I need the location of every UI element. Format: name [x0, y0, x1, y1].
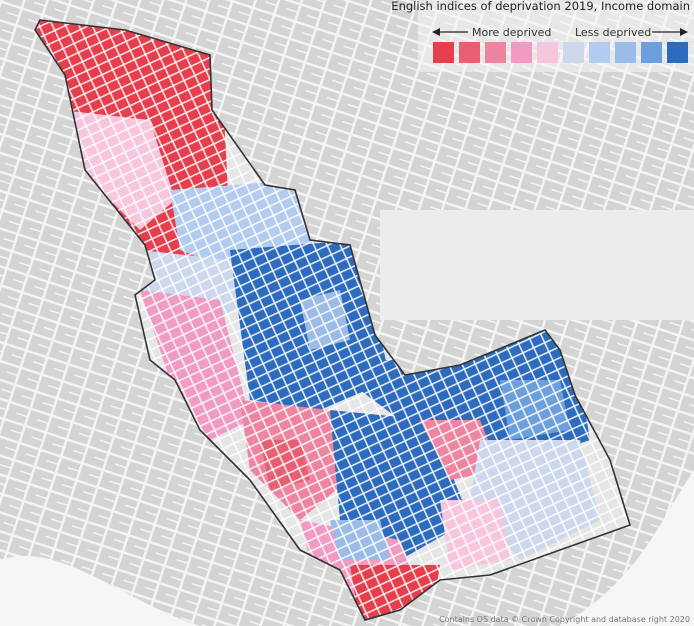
- legend-swatch: [563, 42, 584, 63]
- legend-right-label: Less deprived: [575, 26, 651, 39]
- legend-swatch: [537, 42, 558, 63]
- borough-outline: [34, 19, 631, 621]
- legend-swatch: [511, 42, 532, 63]
- source-note: Contains OS data © Crown Copyright and d…: [439, 615, 690, 624]
- legend-swatch: [615, 42, 636, 63]
- park: [380, 210, 694, 320]
- arrow-head: [432, 28, 440, 36]
- river: [560, 470, 694, 626]
- legend-swatch: [641, 42, 662, 63]
- river: [0, 555, 200, 626]
- arrow-head: [680, 28, 688, 36]
- legend-swatch: [485, 42, 506, 63]
- legend-swatches: [433, 42, 688, 63]
- legend-swatch: [433, 42, 454, 63]
- legend-swatch: [459, 42, 480, 63]
- legend-title: English indices of deprivation 2019, Inc…: [391, 0, 690, 13]
- legend-swatch: [667, 42, 688, 63]
- legend-left-label: More deprived: [472, 26, 551, 39]
- legend-swatch: [589, 42, 610, 63]
